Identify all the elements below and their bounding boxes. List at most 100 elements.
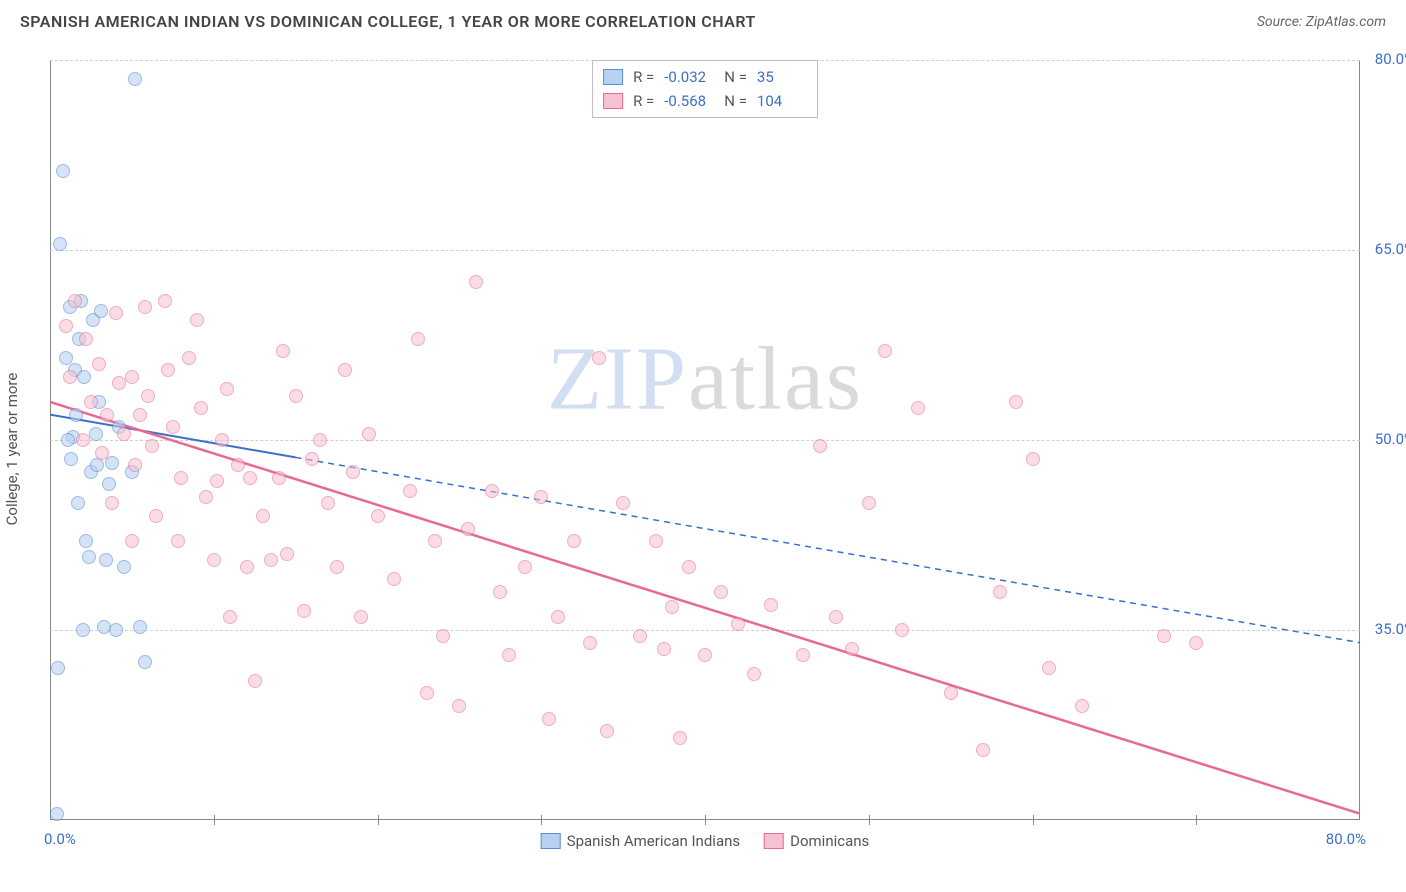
scatter-point <box>452 699 466 713</box>
scatter-point <box>105 456 119 470</box>
scatter-point <box>194 401 208 415</box>
scatter-point <box>583 636 597 650</box>
scatter-point <box>731 617 745 631</box>
scatter-point <box>166 420 180 434</box>
scatter-point <box>1042 661 1056 675</box>
scatter-point <box>297 604 311 618</box>
scatter-point <box>895 623 909 637</box>
scatter-point <box>220 382 234 396</box>
scatter-point <box>71 496 85 510</box>
scatter-point <box>567 534 581 548</box>
y-axis-label: College, 1 year or more <box>3 373 21 526</box>
scatter-point <box>346 465 360 479</box>
y-tick-label: 35.0% <box>1375 620 1406 638</box>
scatter-point <box>436 629 450 643</box>
scatter-point <box>76 623 90 637</box>
scatter-point <box>338 363 352 377</box>
scatter-point <box>128 72 142 86</box>
scatter-point <box>59 351 73 365</box>
scatter-point <box>68 294 82 308</box>
scatter-point <box>944 686 958 700</box>
scatter-point <box>125 534 139 548</box>
trend-line-dashed <box>296 457 1360 642</box>
scatter-point <box>698 648 712 662</box>
scatter-point <box>502 648 516 662</box>
stat-r-value-1: -0.032 <box>664 68 714 86</box>
scatter-point <box>112 376 126 390</box>
stat-r-label: R = <box>633 92 654 110</box>
scatter-point <box>289 389 303 403</box>
scatter-point <box>682 560 696 574</box>
scatter-point <box>276 344 290 358</box>
scatter-point <box>64 452 78 466</box>
scatter-point <box>428 534 442 548</box>
trend-lines <box>50 60 1360 820</box>
scatter-point <box>305 452 319 466</box>
scatter-point <box>223 610 237 624</box>
scatter-point <box>117 427 131 441</box>
scatter-point <box>53 237 67 251</box>
scatter-point <box>61 433 75 447</box>
scatter-point <box>51 661 65 675</box>
scatter-point <box>714 585 728 599</box>
swatch-series-2 <box>603 93 623 109</box>
scatter-point <box>321 496 335 510</box>
scatter-point <box>420 686 434 700</box>
scatter-point <box>95 446 109 460</box>
stat-n-value-2: 104 <box>757 92 807 110</box>
scatter-point <box>878 344 892 358</box>
scatter-point <box>76 433 90 447</box>
legend-swatch-1 <box>541 833 561 849</box>
scatter-point <box>84 395 98 409</box>
scatter-point <box>387 572 401 586</box>
legend-item-2: Dominicans <box>764 832 869 850</box>
scatter-point <box>145 439 159 453</box>
scatter-point <box>138 655 152 669</box>
scatter-point <box>518 560 532 574</box>
chart-plot-area: ZIPatlas 35.0%50.0%65.0%80.0% R = -0.032… <box>50 60 1360 820</box>
scatter-point <box>174 471 188 485</box>
scatter-point <box>182 351 196 365</box>
scatter-point <box>493 585 507 599</box>
scatter-point <box>94 304 108 318</box>
scatter-point <box>128 458 142 472</box>
scatter-point <box>109 623 123 637</box>
scatter-point <box>993 585 1007 599</box>
scatter-point <box>600 724 614 738</box>
scatter-point <box>77 370 91 384</box>
scatter-point <box>1026 452 1040 466</box>
stat-n-label: N = <box>724 92 747 110</box>
scatter-point <box>92 357 106 371</box>
scatter-point <box>403 484 417 498</box>
stats-row-series-1: R = -0.032 N = 35 <box>603 65 807 89</box>
scatter-point <box>551 610 565 624</box>
scatter-point <box>79 332 93 346</box>
swatch-series-1 <box>603 69 623 85</box>
scatter-point <box>649 534 663 548</box>
scatter-point <box>125 370 139 384</box>
scatter-point <box>665 600 679 614</box>
scatter-point <box>190 313 204 327</box>
scatter-point <box>362 427 376 441</box>
y-tick-label: 65.0% <box>1375 240 1406 258</box>
x-tick-end: 80.0% <box>1326 830 1366 848</box>
scatter-point <box>272 471 286 485</box>
scatter-point <box>796 648 810 662</box>
legend-label-1: Spanish American Indians <box>567 832 740 850</box>
scatter-point <box>100 408 114 422</box>
scatter-point <box>485 484 499 498</box>
scatter-point <box>256 509 270 523</box>
scatter-point <box>90 458 104 472</box>
scatter-point <box>542 712 556 726</box>
y-tick-label: 50.0% <box>1375 430 1406 448</box>
scatter-point <box>461 522 475 536</box>
scatter-point <box>69 408 83 422</box>
scatter-point <box>845 642 859 656</box>
scatter-point <box>354 610 368 624</box>
scatter-point <box>79 534 93 548</box>
scatter-point <box>1189 636 1203 650</box>
scatter-point <box>243 471 257 485</box>
scatter-point <box>264 553 278 567</box>
scatter-point <box>63 370 77 384</box>
scatter-point <box>616 496 630 510</box>
